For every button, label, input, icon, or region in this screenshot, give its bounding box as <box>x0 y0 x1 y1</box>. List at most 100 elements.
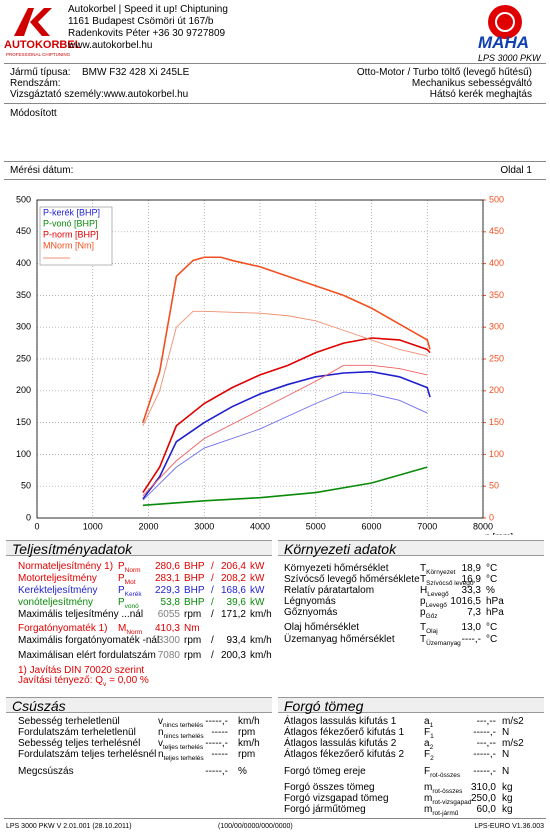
value: 229,3 <box>154 585 180 596</box>
row-label: Normateljesítmény 1) <box>18 561 113 573</box>
label: Maximális teljesítmény ...nál <box>18 609 144 620</box>
symbol-main: p <box>420 607 426 618</box>
label: Megcsúszás <box>18 766 74 777</box>
symbol-main: v <box>158 716 163 727</box>
label: vonóteljesítmény <box>18 597 94 608</box>
label: Forgó tömeg ereje <box>284 766 366 777</box>
y-tick-label: 250 <box>16 353 31 363</box>
value: ----- <box>211 749 228 760</box>
row-label: Átlagos lassulás kifutás 1 <box>284 716 396 728</box>
symbol-sub: nincs terhelés <box>163 733 204 740</box>
series-line <box>142 256 431 423</box>
symbol-main: n <box>158 749 164 760</box>
page-number: Oldal 1 <box>500 165 532 176</box>
section-title: Csúszás <box>6 697 272 714</box>
label: Üzemanyag hőmérséklet <box>284 634 395 645</box>
value: 53,8 <box>160 597 180 608</box>
label: Sebesség terheletlenül <box>18 716 120 727</box>
value: 200,3 <box>220 650 246 661</box>
value: -----,- <box>473 727 496 738</box>
label: Motorteljesítmény <box>18 573 97 584</box>
x-tick-label: 1000 <box>83 521 103 531</box>
value: 208,2 <box>220 573 246 584</box>
symbol-sub: Levegő <box>427 591 449 598</box>
row-label: vonóteljesítmény <box>18 597 93 609</box>
symbol-main: a <box>424 738 430 749</box>
rule <box>4 179 546 180</box>
unit: BHP <box>184 585 205 596</box>
row-label: Forgó vizsgapad tömeg <box>284 793 389 805</box>
label: Szívócső levegő hőmérséklete <box>284 574 420 585</box>
symbol-main: T <box>420 622 427 633</box>
value: ----- <box>211 727 228 738</box>
company-line: www.autokorbel.hu <box>68 40 153 51</box>
symbol-main: T <box>420 634 427 645</box>
symbol: Pvonó <box>118 597 139 610</box>
symbol-sub: rot-vizsgapad <box>432 799 472 806</box>
value: ---,-- <box>476 716 496 727</box>
legend-entry: P-vonó [BHP] <box>43 218 98 228</box>
symbol-main: T <box>420 563 427 574</box>
value: 60,0 <box>476 804 496 815</box>
separator: / <box>211 573 214 584</box>
symbol: PMot <box>118 573 136 586</box>
value: 1016,5 <box>450 596 481 607</box>
symbol: Frot-összes <box>424 766 460 779</box>
x-axis-label: n [rpm] <box>485 531 513 535</box>
symbol-sub: Kerék <box>124 591 142 598</box>
unit: % <box>238 766 247 777</box>
symbol: vnincs terhelés <box>158 716 203 729</box>
unit: km/h <box>250 650 272 661</box>
symbol-main: M <box>118 623 127 634</box>
row-label: Kerékteljesítmény <box>18 585 97 597</box>
row-label: 1) Javítás DIN 70020 szerint <box>18 665 144 677</box>
symbol-sub: Norm <box>124 567 141 574</box>
separator: / <box>211 609 214 620</box>
symbol-sub: Szívócső levegő <box>426 580 474 587</box>
unit: BHP <box>184 561 205 572</box>
rule <box>4 161 546 162</box>
y2-tick-label: 150 <box>489 417 504 427</box>
row-label: Fordulatszám teljes terhelésnél <box>18 749 156 761</box>
row-label: Motorteljesítmény <box>18 573 97 585</box>
legend-entry: P-norm [BHP] <box>43 229 99 239</box>
y2-tick-label: 0 <box>489 512 494 522</box>
unit: km/h <box>238 716 260 727</box>
row-label: Forgó tömeg ereje <box>284 766 366 778</box>
symbol-sub: 1 <box>430 733 434 740</box>
label: Maximális forgatónyomaték -nál <box>18 635 160 646</box>
value: 171,2 <box>220 609 246 620</box>
symbol-main: F <box>424 766 431 777</box>
symbol-main: F <box>424 727 431 738</box>
rule <box>4 103 546 104</box>
y2-tick-label: 300 <box>489 322 504 332</box>
legend-entry: MNorm [Nm] <box>43 240 94 250</box>
unit: °C <box>486 563 498 574</box>
unit: hPa <box>486 596 504 607</box>
symbol: PNorm <box>118 561 141 574</box>
y-tick-label: 100 <box>16 449 31 459</box>
row-label: Szívócső levegő hőmérséklete <box>284 574 420 586</box>
symbol-sub: Gőz <box>425 613 438 620</box>
label: Kerékteljesítmény <box>18 585 98 596</box>
value: -----,- <box>205 716 228 727</box>
row-label: Átlagos fékezőerő kifutás 2 <box>284 749 404 761</box>
symbol-main: P <box>118 573 125 584</box>
unit: km/h <box>250 609 272 620</box>
unit: kW <box>250 585 265 596</box>
date-label: Mérési dátum: <box>10 165 74 176</box>
y2-tick-label: 500 <box>489 194 504 204</box>
x-tick-label: 4000 <box>250 521 270 531</box>
value: 16,9 <box>461 574 481 585</box>
unit: kW <box>250 573 265 584</box>
unit: kW <box>250 561 265 572</box>
symbol-sub: Üzemanyag <box>426 640 461 647</box>
unit: °C <box>486 622 498 633</box>
y-tick-label: 150 <box>16 417 31 427</box>
legend-box <box>39 206 113 266</box>
chart: 0 1000 2000 3000 4000 5000 6000 7000 80000501001… <box>16 194 513 535</box>
row-label: Átlagos fékezőerő kifutás 1 <box>284 727 404 739</box>
value: 18,9 <box>461 563 481 574</box>
symbol: PKerék <box>118 585 142 598</box>
symbol: mrot-vizsgapad <box>424 793 471 806</box>
